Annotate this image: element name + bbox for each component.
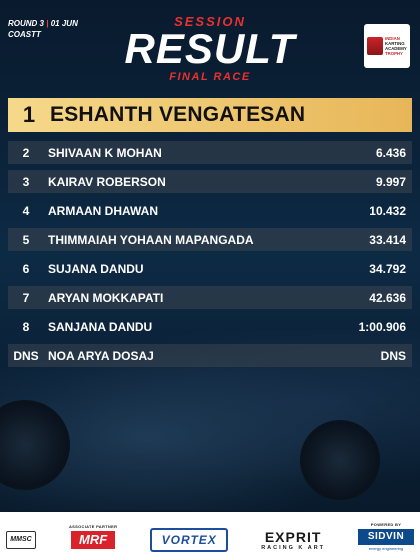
trophy-line4: TROPHY bbox=[385, 51, 403, 56]
row-position: 6 bbox=[22, 261, 30, 276]
row-name: NOA ARYA DOSAJ bbox=[48, 348, 154, 363]
row-position: 2 bbox=[22, 145, 30, 160]
exprit-logo: EXPRIT RACING K ART bbox=[261, 529, 325, 551]
race-label: FINAL RACE bbox=[169, 71, 251, 83]
trophy-logo: INDIAN KARTING ACADEMY TROPHY bbox=[364, 24, 410, 68]
sponsor-mrf: ASSOCIATE PARTNER MRF bbox=[69, 524, 117, 549]
sponsor-vortex: VORTEX bbox=[150, 521, 229, 552]
powered-caption: POWERED BY bbox=[370, 521, 402, 527]
result-row: 5 THIMMAIAH YOHAAN MAPANGADA 33.414 bbox=[8, 228, 412, 251]
date-label: 01 JUN bbox=[50, 19, 78, 28]
row-position: 4 bbox=[22, 203, 30, 218]
row-name: SHIVAAN K MOHAN bbox=[48, 145, 162, 160]
kart-wheel-right bbox=[300, 420, 380, 500]
result-row: 2 SHIVAAN K MOHAN 6.436 bbox=[8, 141, 412, 164]
row-name: SUJANA DANDU bbox=[48, 261, 144, 276]
round-label: ROUND 3 bbox=[8, 19, 45, 28]
row-gap: 6.436 bbox=[375, 145, 406, 160]
row-position: 8 bbox=[22, 319, 30, 334]
round-info: ROUND 3 | 01 JUN COASTT bbox=[8, 19, 78, 39]
row-name: SANJANA DANDU bbox=[48, 319, 153, 334]
result-row: 3 KAIRAV ROBERSON 9.997 bbox=[8, 170, 412, 193]
exprit-subtext: RACING K ART bbox=[261, 544, 326, 551]
sidvin-logo: SIDVIN bbox=[358, 528, 414, 545]
mmsc-logo: MMSC bbox=[6, 530, 36, 549]
kart-icon bbox=[367, 37, 383, 55]
result-row: DNS NOA ARYA DOSAJ DNS bbox=[8, 344, 412, 367]
leader-name: ESHANTH VENGATESAN bbox=[50, 103, 306, 126]
result-row: 4 ARMAAN DHAWAN 10.432 bbox=[8, 199, 412, 222]
row-gap: DNS bbox=[380, 348, 406, 363]
result-row: 7 ARYAN MOKKAPATI 42.636 bbox=[8, 286, 412, 309]
leader-row: 1 ESHANTH VENGATESAN bbox=[8, 98, 412, 132]
row-gap: 34.792 bbox=[369, 261, 406, 276]
sponsor-bar: MMSC ASSOCIATE PARTNER MRF VORTEX EXPRIT… bbox=[0, 512, 420, 560]
sponsor-sidvin: POWERED BY SIDVIN energy engineering bbox=[358, 522, 414, 551]
result-row: 8 SANJANA DANDU 1:00.906 bbox=[8, 315, 412, 338]
kart-wheel-left bbox=[0, 400, 70, 490]
row-gap: 33.414 bbox=[369, 232, 406, 247]
sponsor-exprit: EXPRIT RACING K ART bbox=[261, 522, 325, 551]
venue-label: COASTT bbox=[8, 30, 41, 39]
row-position: 5 bbox=[22, 232, 30, 247]
row-position: 7 bbox=[22, 290, 30, 305]
trophy-line2: KARTING bbox=[385, 41, 405, 46]
row-name: KAIRAV ROBERSON bbox=[48, 174, 166, 189]
row-name: THIMMAIAH YOHAAN MAPANGADA bbox=[48, 232, 254, 247]
row-name: ARMAAN DHAWAN bbox=[48, 203, 158, 218]
row-name: ARYAN MOKKAPATI bbox=[48, 290, 164, 305]
row-position: 3 bbox=[22, 174, 30, 189]
row-gap: 9.997 bbox=[375, 174, 406, 189]
vortex-logo: VORTEX bbox=[150, 527, 229, 552]
row-gap: 1:00.906 bbox=[358, 319, 406, 334]
title-block: SESSION RESULT FINAL RACE bbox=[0, 14, 420, 83]
sidvin-subtext: energy engineering bbox=[368, 545, 404, 551]
trophy-line1: INDIAN bbox=[385, 36, 400, 41]
session-label: SESSION bbox=[174, 14, 246, 29]
result-row: 6 SUJANA DANDU 34.792 bbox=[8, 257, 412, 280]
trophy-line3: ACADEMY bbox=[385, 46, 407, 51]
row-gap: 42.636 bbox=[369, 290, 406, 305]
row-gap: 10.432 bbox=[369, 203, 406, 218]
associate-caption: ASSOCIATE PARTNER bbox=[68, 523, 118, 529]
page-title: RESULT bbox=[124, 25, 296, 72]
row-position: DNS bbox=[13, 348, 39, 363]
sponsor-mmsc: MMSC bbox=[6, 524, 36, 549]
leader-position: 1 bbox=[22, 102, 36, 127]
exprit-text: EXPRIT bbox=[264, 528, 322, 545]
mrf-logo: MRF bbox=[71, 530, 116, 549]
